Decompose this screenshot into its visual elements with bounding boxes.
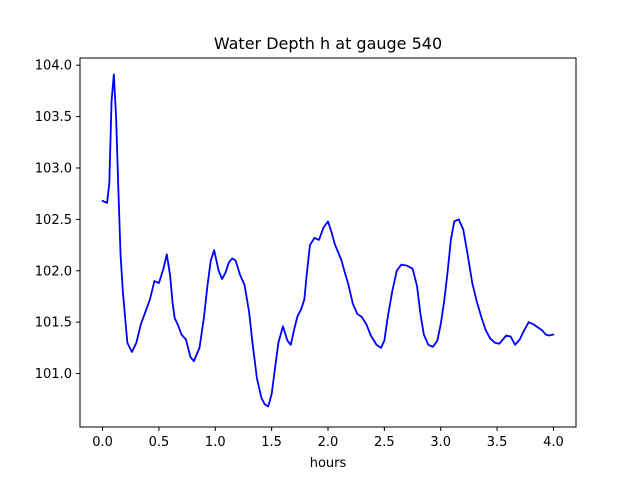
y-tick-label: 103.5	[35, 110, 72, 125]
x-tick-label: 3.5	[487, 435, 508, 450]
y-tick-label: 104.0	[35, 59, 72, 74]
x-axis-label: hours	[310, 456, 347, 471]
x-tick-label: 2.5	[374, 435, 395, 450]
x-tick-label: 0.5	[149, 435, 170, 450]
x-tick-label: 2.0	[318, 435, 339, 450]
x-tick-label: 1.0	[205, 435, 226, 450]
plot-area: 0.0 0.5 1.0 1.5 2.0 2.5 3.0 3.5 4.0 101.0 101.5 102…	[35, 57, 577, 450]
chart-title: Water Depth h at gauge 540	[214, 34, 442, 53]
y-tick-label: 101.5	[35, 316, 72, 331]
axes-frame	[79, 57, 577, 428]
x-tick-label: 4.0	[543, 435, 564, 450]
y-tick-label: 102.0	[35, 264, 72, 279]
x-tick-label: 0.0	[92, 435, 113, 450]
y-tick-label: 103.0	[35, 161, 72, 176]
x-tick-label: 1.5	[261, 435, 282, 450]
y-tick-label: 102.5	[35, 213, 72, 228]
series-line-0	[101, 73, 555, 408]
y-tick-label: 101.0	[35, 367, 72, 382]
x-tick-label: 3.0	[430, 435, 451, 450]
